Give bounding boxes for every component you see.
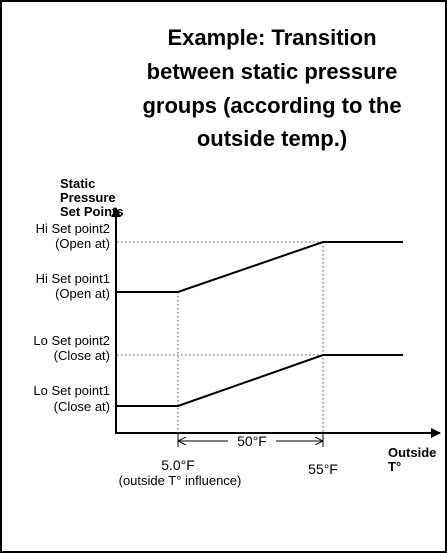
set-point-name: Hi Set point2 (36, 221, 110, 236)
x-start-note: (outside T° influence) (119, 473, 242, 488)
set-point-note: (Close at) (54, 348, 110, 363)
x-start-label: 5.0°F (161, 457, 195, 473)
title-line: between static pressure (147, 59, 398, 84)
hi-curve (116, 241, 403, 293)
span-label: 50°F (237, 433, 267, 449)
set-point-labels: Hi Set point2 (Open at) Hi Set point1 (O… (33, 221, 110, 414)
lo-curve (116, 354, 403, 407)
set-point-name: Lo Set point1 (33, 383, 110, 398)
set-point-note: (Open at) (55, 236, 110, 251)
x-axis-label: T° (388, 459, 401, 474)
title-line: Example: Transition (167, 25, 376, 50)
x-axis-label: Outside (388, 445, 436, 460)
set-point-note: (Open at) (55, 286, 110, 301)
label-line: Pressure (60, 190, 116, 205)
x-end-label: 55°F (308, 461, 338, 477)
set-point-name: Hi Set point1 (36, 271, 110, 286)
label-line: Static (60, 176, 95, 191)
set-point-note: (Close at) (54, 399, 110, 414)
title-line: groups (according to the (142, 93, 401, 118)
title-line: outside temp.) (197, 126, 347, 151)
y-axis-label: Static Pressure Set Points (60, 176, 124, 219)
label-line: Set Points (60, 204, 124, 219)
set-point-name: Lo Set point2 (33, 333, 110, 348)
title: Example: Transition between static press… (142, 25, 401, 151)
